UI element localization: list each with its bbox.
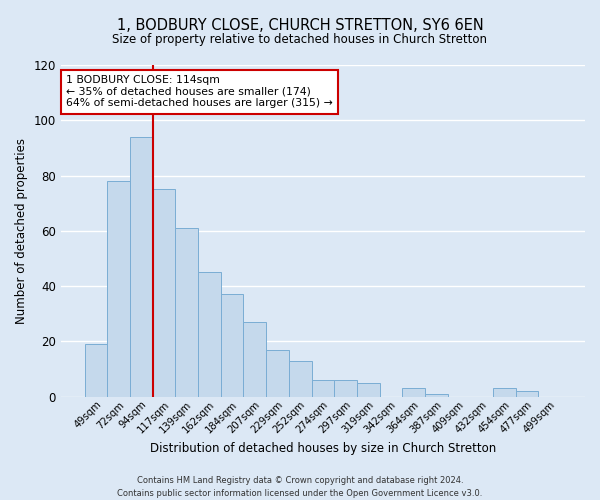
Bar xyxy=(152,190,175,396)
Bar xyxy=(403,388,425,396)
Bar xyxy=(289,360,311,396)
Bar xyxy=(311,380,334,396)
Bar xyxy=(130,137,152,396)
Text: Contains HM Land Registry data © Crown copyright and database right 2024.
Contai: Contains HM Land Registry data © Crown c… xyxy=(118,476,482,498)
Bar xyxy=(221,294,244,396)
Text: 1 BODBURY CLOSE: 114sqm
← 35% of detached houses are smaller (174)
64% of semi-d: 1 BODBURY CLOSE: 114sqm ← 35% of detache… xyxy=(66,75,333,108)
Bar xyxy=(107,181,130,396)
Bar xyxy=(357,383,380,396)
Bar xyxy=(334,380,357,396)
Bar xyxy=(175,228,198,396)
Bar xyxy=(244,322,266,396)
Bar xyxy=(198,272,221,396)
Text: Size of property relative to detached houses in Church Stretton: Size of property relative to detached ho… xyxy=(113,32,487,46)
Bar xyxy=(493,388,516,396)
X-axis label: Distribution of detached houses by size in Church Stretton: Distribution of detached houses by size … xyxy=(150,442,496,455)
Bar xyxy=(85,344,107,397)
Text: 1, BODBURY CLOSE, CHURCH STRETTON, SY6 6EN: 1, BODBURY CLOSE, CHURCH STRETTON, SY6 6… xyxy=(116,18,484,32)
Bar xyxy=(425,394,448,396)
Y-axis label: Number of detached properties: Number of detached properties xyxy=(15,138,28,324)
Bar xyxy=(266,350,289,397)
Bar xyxy=(516,391,538,396)
